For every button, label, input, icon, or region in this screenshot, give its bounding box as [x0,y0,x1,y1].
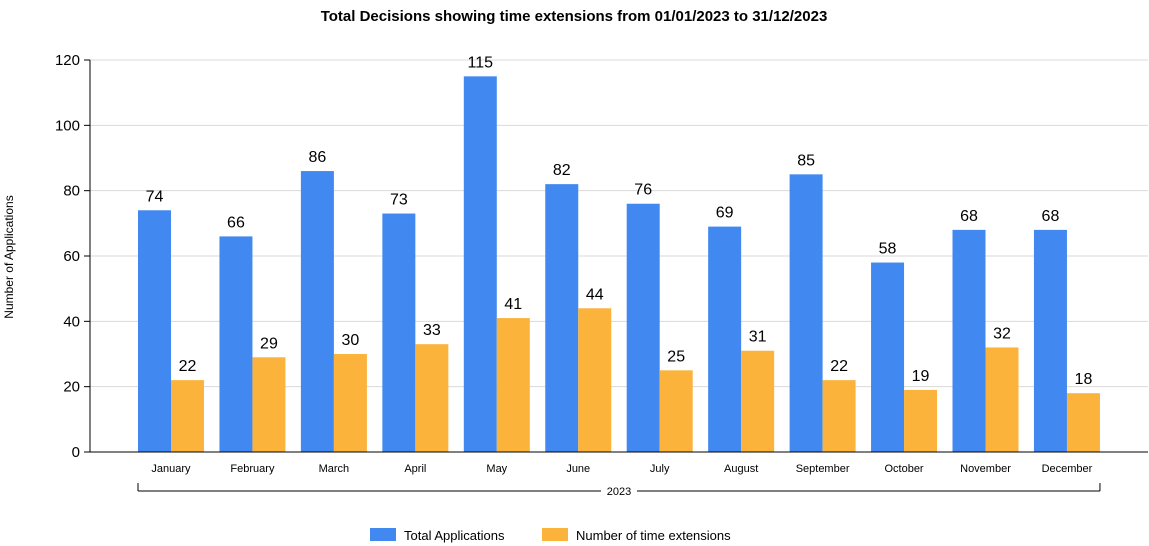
legend: Total Applications Number of time extensi… [370,528,731,543]
x-tick-label-june: June [566,463,590,475]
y-tick-label-20: 20 [63,379,80,396]
y-tick-label-40: 40 [63,313,80,330]
data-label-total-applications-january: 74 [146,188,164,205]
bar-number-of-time-extensions-june [578,308,612,452]
legend-swatch-number-of-time-extensions [542,528,568,541]
bar-number-of-time-extensions-december [1066,393,1100,452]
bar-number-of-time-extensions-july [659,370,693,452]
data-label-number-of-time-extensions-june: 44 [586,286,604,303]
data-label-total-applications-october: 58 [879,241,897,258]
bar-total-applications-march [300,171,334,453]
bar-total-applications-february [219,236,253,452]
data-labels: 74 22 66 29 86 30 73 33 115 41 82 44 76 25 69 31 85 22 58 1… [146,54,1093,388]
bar-number-of-time-extensions-october [904,389,938,452]
y-tick-label-0: 0 [72,444,80,461]
bar-number-of-time-extensions-september [822,380,856,452]
y-tick-label-80: 80 [63,183,80,200]
x-tick-label-february: February [230,463,275,475]
y-tick-label-120: 120 [55,52,80,69]
bar-total-applications-august [708,226,742,452]
bar-number-of-time-extensions-january [171,380,204,452]
bar-number-of-time-extensions-february [252,357,286,452]
data-label-total-applications-march: 86 [309,149,327,166]
x-tick-label-january: January [151,463,191,475]
data-label-total-applications-september: 85 [797,152,815,169]
data-label-number-of-time-extensions-may: 41 [504,296,522,313]
data-label-number-of-time-extensions-august: 31 [749,329,767,346]
y-tick-label-100: 100 [55,117,80,134]
x-tick-label-march: March [319,463,350,475]
data-label-number-of-time-extensions-february: 29 [260,335,278,352]
chart-title: Total Decisions showing time extensions … [321,8,828,25]
x-tick-label-october: October [884,463,923,475]
x-tick-label-april: April [404,463,426,475]
data-label-total-applications-november: 68 [960,208,978,225]
data-label-total-applications-may: 115 [468,54,494,71]
data-label-number-of-time-extensions-april: 33 [423,322,441,339]
bar-total-applications-april [382,213,416,452]
data-label-total-applications-april: 73 [390,192,408,209]
bar-total-applications-december [1033,229,1067,452]
bar-number-of-time-extensions-august [741,350,775,452]
data-label-total-applications-july: 76 [634,182,652,199]
data-label-number-of-time-extensions-march: 30 [342,332,360,349]
bar-number-of-time-extensions-april [415,344,449,452]
x-tick-label-september: September [796,463,850,475]
data-label-total-applications-december: 68 [1042,208,1060,225]
legend-swatch-total-applications [370,528,396,541]
bar-total-applications-may [463,76,497,452]
bar-total-applications-july [626,203,660,452]
bar-total-applications-september [789,174,823,453]
bars [138,76,1100,453]
data-label-number-of-time-extensions-july: 25 [667,348,685,365]
data-label-total-applications-june: 82 [553,162,571,179]
data-label-number-of-time-extensions-october: 19 [912,368,930,385]
x-tick-label-december: December [1042,463,1093,475]
x-tick-label-august: August [724,463,758,475]
bar-total-applications-october [871,262,905,452]
data-label-number-of-time-extensions-december: 18 [1075,371,1093,388]
y-axis-title: Number of Applications [2,195,16,318]
data-label-total-applications-february: 66 [227,214,245,231]
bar-total-applications-january [138,210,171,452]
x-tick-label-july: July [650,463,670,475]
bar-total-applications-november [952,229,986,452]
data-label-number-of-time-extensions-january: 22 [179,358,197,375]
data-label-number-of-time-extensions-september: 22 [830,358,848,375]
data-label-total-applications-august: 69 [716,205,734,222]
legend-label-total-applications: Total Applications [404,528,505,543]
bar-number-of-time-extensions-november [985,347,1019,452]
x-tick-label-may: May [486,463,507,475]
bar-total-applications-june [545,184,579,452]
data-label-number-of-time-extensions-november: 32 [993,325,1011,342]
legend-label-number-of-time-extensions: Number of time extensions [576,528,731,543]
bar-number-of-time-extensions-may [496,318,530,452]
bar-number-of-time-extensions-march [333,354,367,452]
x-tick-label-november: November [960,463,1011,475]
x-group-bracket: 2023 [137,483,1101,498]
axes: 0 20 40 60 80 100 120 January February March April… [55,52,1148,475]
group-label: 2023 [607,486,631,498]
y-tick-label-60: 60 [63,248,80,265]
